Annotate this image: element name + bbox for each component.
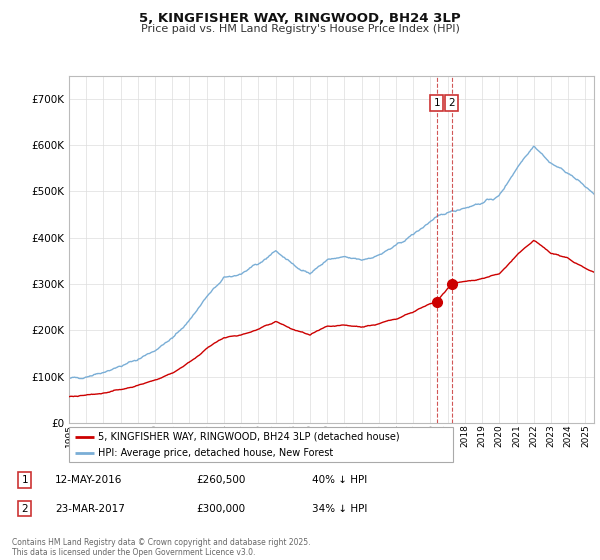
Text: 1: 1	[433, 99, 440, 109]
Text: 1: 1	[22, 475, 28, 485]
Text: 2: 2	[448, 99, 455, 109]
Text: 5, KINGFISHER WAY, RINGWOOD, BH24 3LP: 5, KINGFISHER WAY, RINGWOOD, BH24 3LP	[139, 12, 461, 25]
Text: £300,000: £300,000	[196, 503, 245, 514]
Text: HPI: Average price, detached house, New Forest: HPI: Average price, detached house, New …	[98, 449, 333, 458]
FancyBboxPatch shape	[69, 427, 453, 462]
Text: £260,500: £260,500	[196, 475, 245, 485]
Text: 5, KINGFISHER WAY, RINGWOOD, BH24 3LP (detached house): 5, KINGFISHER WAY, RINGWOOD, BH24 3LP (d…	[98, 432, 400, 442]
Text: 12-MAY-2016: 12-MAY-2016	[55, 475, 122, 485]
Text: 40% ↓ HPI: 40% ↓ HPI	[311, 475, 367, 485]
Text: Contains HM Land Registry data © Crown copyright and database right 2025.
This d: Contains HM Land Registry data © Crown c…	[12, 538, 311, 557]
Text: 2: 2	[22, 503, 28, 514]
Text: 34% ↓ HPI: 34% ↓ HPI	[311, 503, 367, 514]
Text: 23-MAR-2017: 23-MAR-2017	[55, 503, 125, 514]
Text: Price paid vs. HM Land Registry's House Price Index (HPI): Price paid vs. HM Land Registry's House …	[140, 24, 460, 34]
